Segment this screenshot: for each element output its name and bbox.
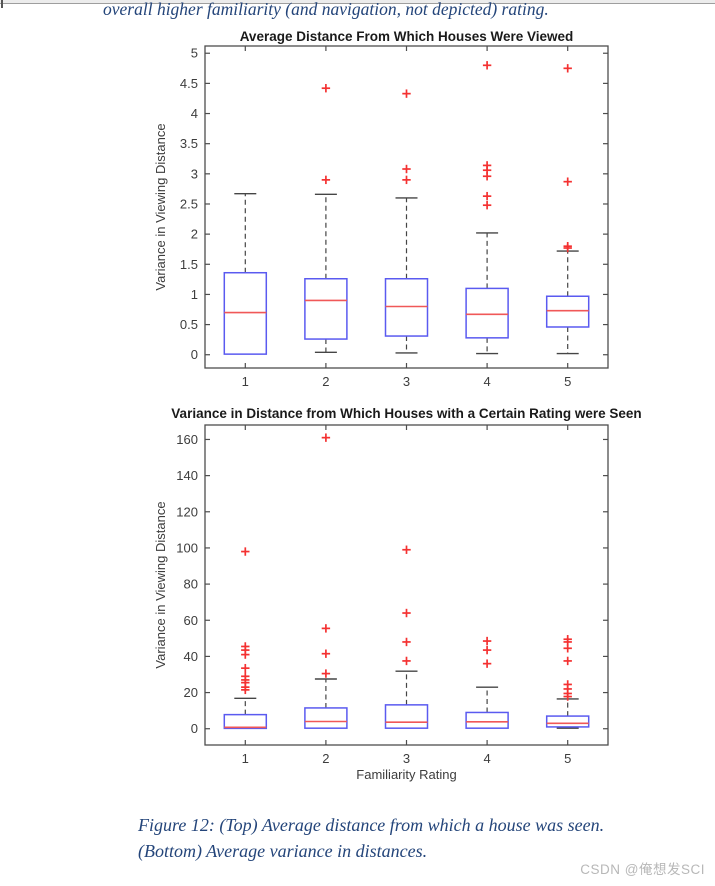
box-iqr [384, 278, 429, 337]
box-iqr [223, 271, 268, 355]
y-tick-label: 120 [176, 504, 198, 519]
y-tick-label: 1.5 [180, 257, 198, 272]
box-iqr [545, 295, 590, 328]
y-tick-label: 2 [191, 227, 198, 242]
y-tick-label: 0 [191, 347, 198, 362]
bottom-boxplot-chart: 0 20 40 60 80 100 120 140 160 1 2 3 4 5 Variance in Di… [153, 406, 642, 782]
y-tick-label: 20 [184, 685, 198, 700]
box-iqr [384, 704, 429, 729]
x-tick-label: 5 [564, 751, 571, 766]
watermark-text: CSDN @俺想发SCI [580, 862, 705, 877]
y-tick-label: 0.5 [180, 317, 198, 332]
x-tick-label: 1 [242, 374, 249, 389]
y-tick-label: 4.5 [180, 76, 198, 91]
y-tick-label: 160 [176, 432, 198, 447]
x-tick-label: 4 [483, 374, 490, 389]
y-axis-label: Variance in Viewing Distance [153, 501, 168, 668]
box-iqr [223, 713, 268, 730]
x-tick-label: 3 [403, 751, 410, 766]
x-tick-label: 3 [403, 374, 410, 389]
y-tick-label: 4 [191, 106, 198, 121]
chart-title: Average Distance From Which Houses Were … [240, 29, 574, 44]
x-tick-label: 5 [564, 374, 571, 389]
y-tick-label: 2.5 [180, 196, 198, 211]
box-iqr [465, 711, 509, 729]
chart-title: Variance in Distance from Which Houses w… [171, 406, 641, 421]
figure-caption-line1: Figure 12: (Top) Average distance from w… [138, 815, 605, 835]
box-iqr [304, 278, 348, 340]
box-iqr [465, 287, 509, 339]
x-tick-label: 4 [483, 751, 490, 766]
y-tick-label: 5 [191, 46, 198, 61]
x-tick-label: 2 [322, 374, 329, 389]
x-tick-label: 2 [322, 751, 329, 766]
y-tick-label: 3 [191, 166, 198, 181]
y-axis-label: Variance in Viewing Distance [153, 123, 168, 290]
y-tick-label: 0 [191, 721, 198, 736]
x-axis-label: Familiarity Rating [356, 767, 456, 782]
y-tick-label: 100 [176, 540, 198, 555]
box-iqr [545, 715, 590, 728]
figure-caption: Figure 12: (Top) Average distance from w… [138, 812, 638, 864]
y-tick-label: 60 [184, 613, 198, 628]
x-tick-label: 1 [242, 751, 249, 766]
y-tick-label: 1 [191, 287, 198, 302]
box-iqr [304, 707, 348, 729]
top-boxplot-chart: 0 0.5 1 1.5 2 2.5 3 3.5 4 4.5 5 1 2 3 4 5 Average Distan… [153, 29, 609, 389]
y-tick-label: 40 [184, 649, 198, 664]
header-note-text: overall higher familiarity (and navigati… [103, 0, 549, 19]
cropped-element-tick [1, 0, 3, 8]
y-tick-label: 80 [184, 577, 198, 592]
figure-caption-line2: (Bottom) Average variance in distances. [138, 841, 428, 861]
cropped-element-strip [0, 0, 715, 4]
y-tick-label: 3.5 [180, 136, 198, 151]
plot-border [204, 424, 609, 746]
y-tick-label: 140 [176, 468, 198, 483]
